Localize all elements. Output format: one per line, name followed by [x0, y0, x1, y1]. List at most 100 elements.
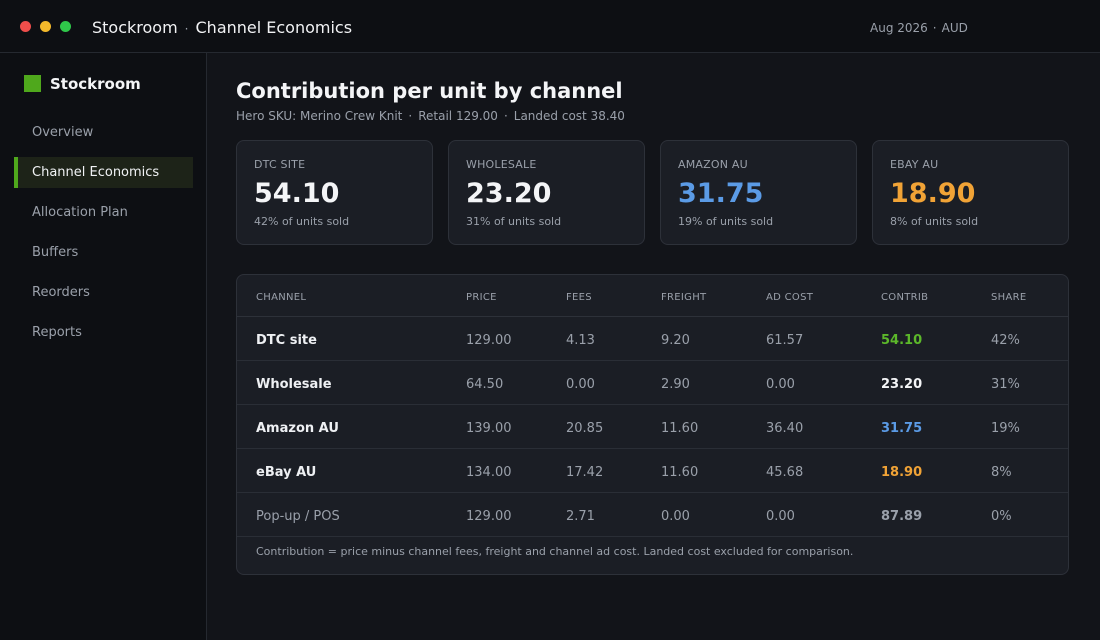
- cell-share: 19%: [991, 421, 1020, 436]
- table-row[interactable]: Wholesale 64.50 0.00 2.90 0.00 23.20 31%: [237, 361, 1068, 405]
- cell-contrib: 31.75: [881, 421, 923, 436]
- cell-price: 139.00: [466, 421, 512, 436]
- column-header-freight[interactable]: Freight: [661, 292, 707, 303]
- card-amazon-au[interactable]: Amazon AU 31.75 19% of units sold: [660, 140, 857, 245]
- card-ebay-au[interactable]: eBay AU 18.90 8% of units sold: [872, 140, 1069, 245]
- cell-ad-cost: 61.57: [766, 333, 804, 348]
- card-value: 31.75: [678, 178, 764, 209]
- cell-share: 0%: [991, 509, 1012, 524]
- cell-fees: 4.13: [566, 333, 595, 348]
- cell-fees: 0.00: [566, 377, 595, 392]
- title-bar: Stockroom · Channel Economics Aug 2026 · AUD: [0, 0, 1100, 53]
- card-note: 42% of units sold: [254, 215, 350, 228]
- meta-separator: ·: [932, 21, 937, 35]
- page-subtitle: Hero SKU: Merino Crew Knit · Retail 129.00…: [236, 109, 625, 123]
- sidebar-item-label: Reorders: [32, 285, 90, 300]
- subtitle-separator: ·: [503, 109, 508, 123]
- cell-ad-cost: 0.00: [766, 509, 795, 524]
- card-wholesale[interactable]: Wholesale 23.20 31% of units sold: [448, 140, 645, 245]
- channel-cards: DTC site 54.10 42% of units sold Wholesa…: [236, 140, 1069, 245]
- cell-channel: Pop-up / POS: [256, 509, 340, 524]
- cell-price: 129.00: [466, 333, 512, 348]
- cell-ad-cost: 0.00: [766, 377, 795, 392]
- column-header-share[interactable]: Share: [991, 292, 1027, 303]
- page-title: Contribution per unit by channel: [236, 79, 623, 103]
- maximize-window-button[interactable]: [60, 21, 71, 32]
- sidebar-item-reports[interactable]: Reports: [14, 317, 193, 348]
- cell-contrib: 87.89: [881, 509, 923, 524]
- cell-channel: Amazon AU: [256, 421, 339, 436]
- minimize-window-button[interactable]: [40, 21, 51, 32]
- column-header-ad-cost[interactable]: Ad cost: [766, 292, 814, 303]
- card-value: 23.20: [466, 178, 552, 209]
- retail-price: Retail 129.00: [418, 109, 498, 123]
- table-row[interactable]: DTC site 129.00 4.13 9.20 61.57 54.10 42…: [237, 317, 1068, 361]
- card-label: eBay AU: [890, 158, 939, 171]
- cell-fees: 2.71: [566, 509, 595, 524]
- cell-fees: 20.85: [566, 421, 604, 436]
- card-label: DTC site: [254, 158, 306, 171]
- cell-freight: 11.60: [661, 465, 699, 480]
- cell-ad-cost: 36.40: [766, 421, 804, 436]
- cell-freight: 9.20: [661, 333, 690, 348]
- column-header-channel[interactable]: Channel: [256, 292, 307, 303]
- cell-price: 134.00: [466, 465, 512, 480]
- sidebar-item-label: Reports: [32, 325, 82, 340]
- cell-ad-cost: 45.68: [766, 465, 804, 480]
- sidebar-item-channel-economics[interactable]: Channel Economics: [14, 157, 193, 188]
- close-window-button[interactable]: [20, 21, 31, 32]
- cell-freight: 0.00: [661, 509, 690, 524]
- channel-economics-table: Channel Price Fees Freight Ad cost Contr…: [236, 274, 1069, 575]
- table-header: Channel Price Fees Freight Ad cost Contr…: [237, 275, 1068, 317]
- sidebar-item-label: Channel Economics: [32, 165, 160, 180]
- table-row[interactable]: Pop-up / POS 129.00 2.71 0.00 0.00 87.89…: [237, 493, 1068, 537]
- window-app-name: Stockroom: [92, 18, 178, 37]
- card-note: 19% of units sold: [678, 215, 774, 228]
- column-header-contrib[interactable]: Contrib: [881, 292, 929, 303]
- cell-share: 31%: [991, 377, 1020, 392]
- card-label: Wholesale: [466, 158, 537, 171]
- sidebar: Stockroom Overview Channel Economics All…: [0, 53, 207, 640]
- cell-contrib: 54.10: [881, 333, 923, 348]
- brand-name: Stockroom: [50, 75, 141, 93]
- currency-label: AUD: [941, 21, 968, 35]
- cell-freight: 11.60: [661, 421, 699, 436]
- cell-freight: 2.90: [661, 377, 690, 392]
- cell-share: 42%: [991, 333, 1020, 348]
- sidebar-item-reorders[interactable]: Reorders: [14, 277, 193, 308]
- card-value: 18.90: [890, 178, 976, 209]
- cell-contrib: 18.90: [881, 465, 923, 480]
- subtitle-separator: ·: [408, 109, 413, 123]
- card-note: 31% of units sold: [466, 215, 562, 228]
- hero-sku: Hero SKU: Merino Crew Knit: [236, 109, 403, 123]
- brand-logo-icon: [24, 75, 41, 92]
- column-header-price[interactable]: Price: [466, 292, 497, 303]
- title-separator: ·: [184, 22, 189, 36]
- sidebar-nav: Overview Channel Economics Allocation Pl…: [14, 117, 193, 357]
- cell-channel: DTC site: [256, 333, 317, 348]
- sidebar-item-label: Overview: [32, 125, 94, 140]
- cell-channel: Wholesale: [256, 377, 332, 392]
- column-header-fees[interactable]: Fees: [566, 292, 592, 303]
- window-title: Stockroom · Channel Economics: [92, 18, 352, 37]
- table-row[interactable]: Amazon AU 139.00 20.85 11.60 36.40 31.75…: [237, 405, 1068, 449]
- sidebar-item-label: Allocation Plan: [32, 205, 128, 220]
- cell-price: 64.50: [466, 377, 504, 392]
- sidebar-item-overview[interactable]: Overview: [14, 117, 193, 148]
- sidebar-item-allocation-plan[interactable]: Allocation Plan: [14, 197, 193, 228]
- cell-share: 8%: [991, 465, 1012, 480]
- table-row[interactable]: eBay AU 134.00 17.42 11.60 45.68 18.90 8…: [237, 449, 1068, 493]
- cell-contrib: 23.20: [881, 377, 923, 392]
- card-label: Amazon AU: [678, 158, 748, 171]
- card-note: 8% of units sold: [890, 215, 979, 228]
- cell-channel: eBay AU: [256, 465, 317, 480]
- table-footnote: Contribution = price minus channel fees,…: [256, 545, 854, 558]
- sidebar-item-label: Buffers: [32, 245, 79, 260]
- title-meta: Aug 2026 · AUD: [870, 21, 968, 35]
- sidebar-item-buffers[interactable]: Buffers: [14, 237, 193, 268]
- landed-cost: Landed cost 38.40: [513, 109, 625, 123]
- card-value: 54.10: [254, 178, 340, 209]
- window-section-name: Channel Economics: [195, 18, 353, 37]
- card-dtc-site[interactable]: DTC site 54.10 42% of units sold: [236, 140, 433, 245]
- cell-price: 129.00: [466, 509, 512, 524]
